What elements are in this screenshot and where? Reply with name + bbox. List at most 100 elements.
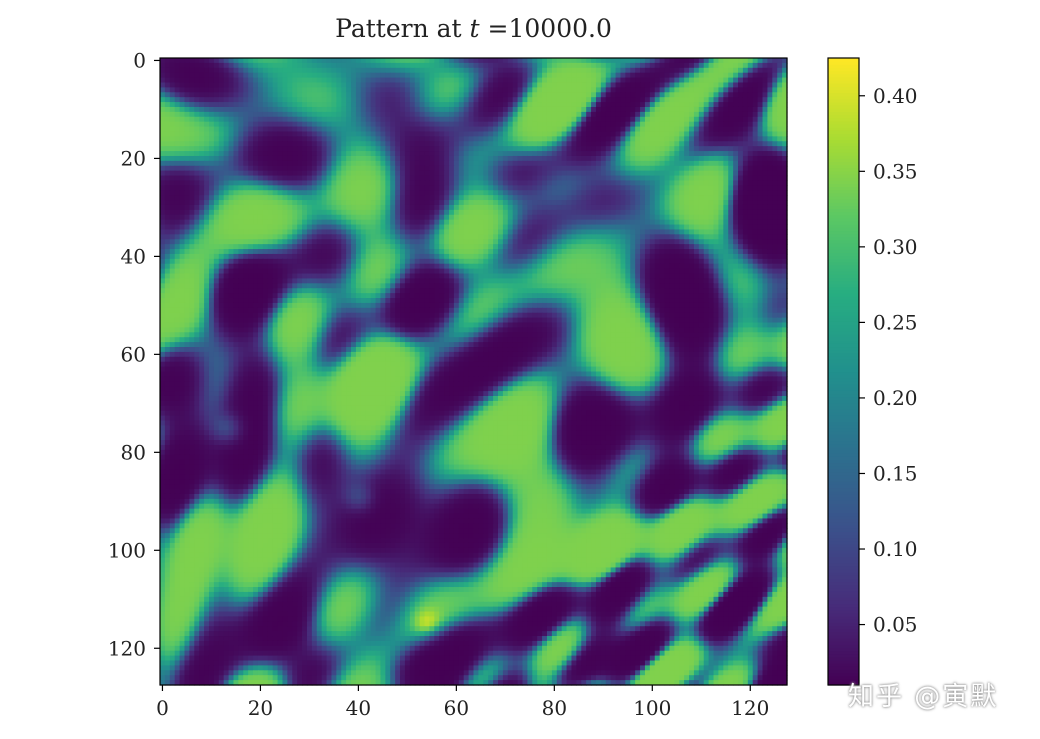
heatmap-cell (708, 175, 715, 182)
heatmap-cell (164, 126, 171, 133)
heatmap-cell (630, 160, 636, 167)
heatmap-cell (223, 180, 230, 186)
heatmap-cell (782, 62, 788, 69)
heatmap-cell (527, 239, 533, 245)
heatmap-cell (537, 170, 543, 177)
heatmap-cell (228, 116, 235, 123)
heatmap-cell (360, 239, 367, 245)
heatmap-cell (586, 175, 592, 182)
heatmap-cell (742, 58, 749, 64)
heatmap-cell (644, 126, 651, 133)
heatmap-cell (689, 111, 695, 118)
heatmap-cell (395, 200, 401, 206)
heatmap-cell (164, 214, 171, 221)
heatmap-cell (326, 180, 333, 186)
heatmap-cell (257, 180, 264, 186)
heatmap-cell (473, 62, 479, 69)
heatmap-cell (331, 92, 337, 98)
heatmap-cell (747, 165, 754, 172)
heatmap-cell (429, 200, 435, 206)
heatmap-cell (189, 214, 195, 221)
heatmap-cell (635, 77, 641, 84)
heatmap-cell (336, 106, 342, 113)
heatmap-cell (267, 219, 274, 226)
heatmap-cell (625, 160, 631, 167)
heatmap-cell (493, 185, 499, 191)
heatmap-cell (272, 87, 279, 93)
heatmap-cell (351, 219, 357, 226)
heatmap-cell (762, 116, 769, 123)
heatmap-cell (360, 121, 367, 128)
heatmap-cell (248, 185, 254, 191)
heatmap-cell (566, 160, 573, 167)
heatmap-cell (360, 175, 367, 182)
heatmap-cell (292, 121, 298, 128)
heatmap-cell (576, 111, 582, 118)
heatmap-cell (189, 111, 195, 118)
heatmap-cell (351, 209, 357, 216)
heatmap-cell (223, 234, 230, 240)
heatmap-cell (311, 126, 318, 133)
heatmap-cell (630, 170, 636, 177)
heatmap-cell (375, 72, 382, 79)
heatmap-cell (742, 116, 749, 123)
heatmap-cell (282, 106, 288, 113)
heatmap-cell (385, 214, 391, 221)
heatmap-cell (654, 97, 661, 103)
heatmap-cell (375, 229, 382, 235)
heatmap-cell (395, 131, 401, 137)
heatmap-cell (208, 111, 215, 118)
heatmap-cell (174, 175, 181, 182)
heatmap-cell (532, 106, 538, 113)
heatmap-cell (257, 136, 264, 142)
heatmap-cell (752, 116, 759, 123)
heatmap-cell (380, 204, 386, 211)
heatmap-cell (199, 175, 205, 182)
heatmap-cell (576, 121, 582, 128)
heatmap-cell (360, 160, 367, 167)
heatmap-cell (238, 185, 244, 191)
heatmap-cell (693, 239, 700, 245)
heatmap-cell (713, 219, 720, 226)
heatmap-cell (419, 229, 426, 235)
heatmap-cell (532, 219, 538, 226)
heatmap-cell (640, 190, 646, 196)
heatmap-cell (615, 234, 622, 240)
heatmap-cell (267, 160, 274, 167)
heatmap-cell (752, 131, 759, 137)
heatmap-cell (395, 106, 401, 113)
heatmap-cell (640, 87, 646, 93)
heatmap-cell (341, 209, 347, 216)
heatmap-cell (478, 170, 484, 177)
heatmap-cell (752, 185, 759, 191)
heatmap-cell (238, 229, 244, 235)
heatmap-cell (571, 131, 577, 137)
heatmap-cell (390, 131, 396, 137)
heatmap-cell (605, 121, 612, 128)
heatmap-cell (179, 180, 186, 186)
heatmap-cell (302, 97, 308, 103)
heatmap-cell (463, 185, 470, 191)
heatmap-cell (527, 224, 533, 231)
heatmap-cell (576, 87, 582, 93)
heatmap-cell (208, 102, 215, 108)
heatmap-cell (635, 160, 641, 167)
heatmap-cell (380, 180, 386, 186)
heatmap-cell (463, 146, 470, 152)
heatmap-cell (360, 190, 367, 196)
heatmap-cell (331, 97, 337, 103)
heatmap-cell (321, 180, 328, 186)
heatmap-cell (223, 82, 230, 88)
heatmap-cell (257, 200, 264, 206)
heatmap-cell (360, 146, 367, 152)
heatmap-cell (571, 175, 577, 182)
heatmap-cell (360, 87, 367, 93)
heatmap-cell (659, 234, 666, 240)
heatmap-cell (728, 116, 734, 123)
heatmap-cell (199, 209, 205, 216)
heatmap-cell (762, 165, 769, 172)
heatmap-cell (767, 82, 773, 88)
heatmap-cell (199, 97, 205, 103)
heatmap-cell (679, 121, 685, 128)
heatmap-cell (228, 141, 235, 147)
